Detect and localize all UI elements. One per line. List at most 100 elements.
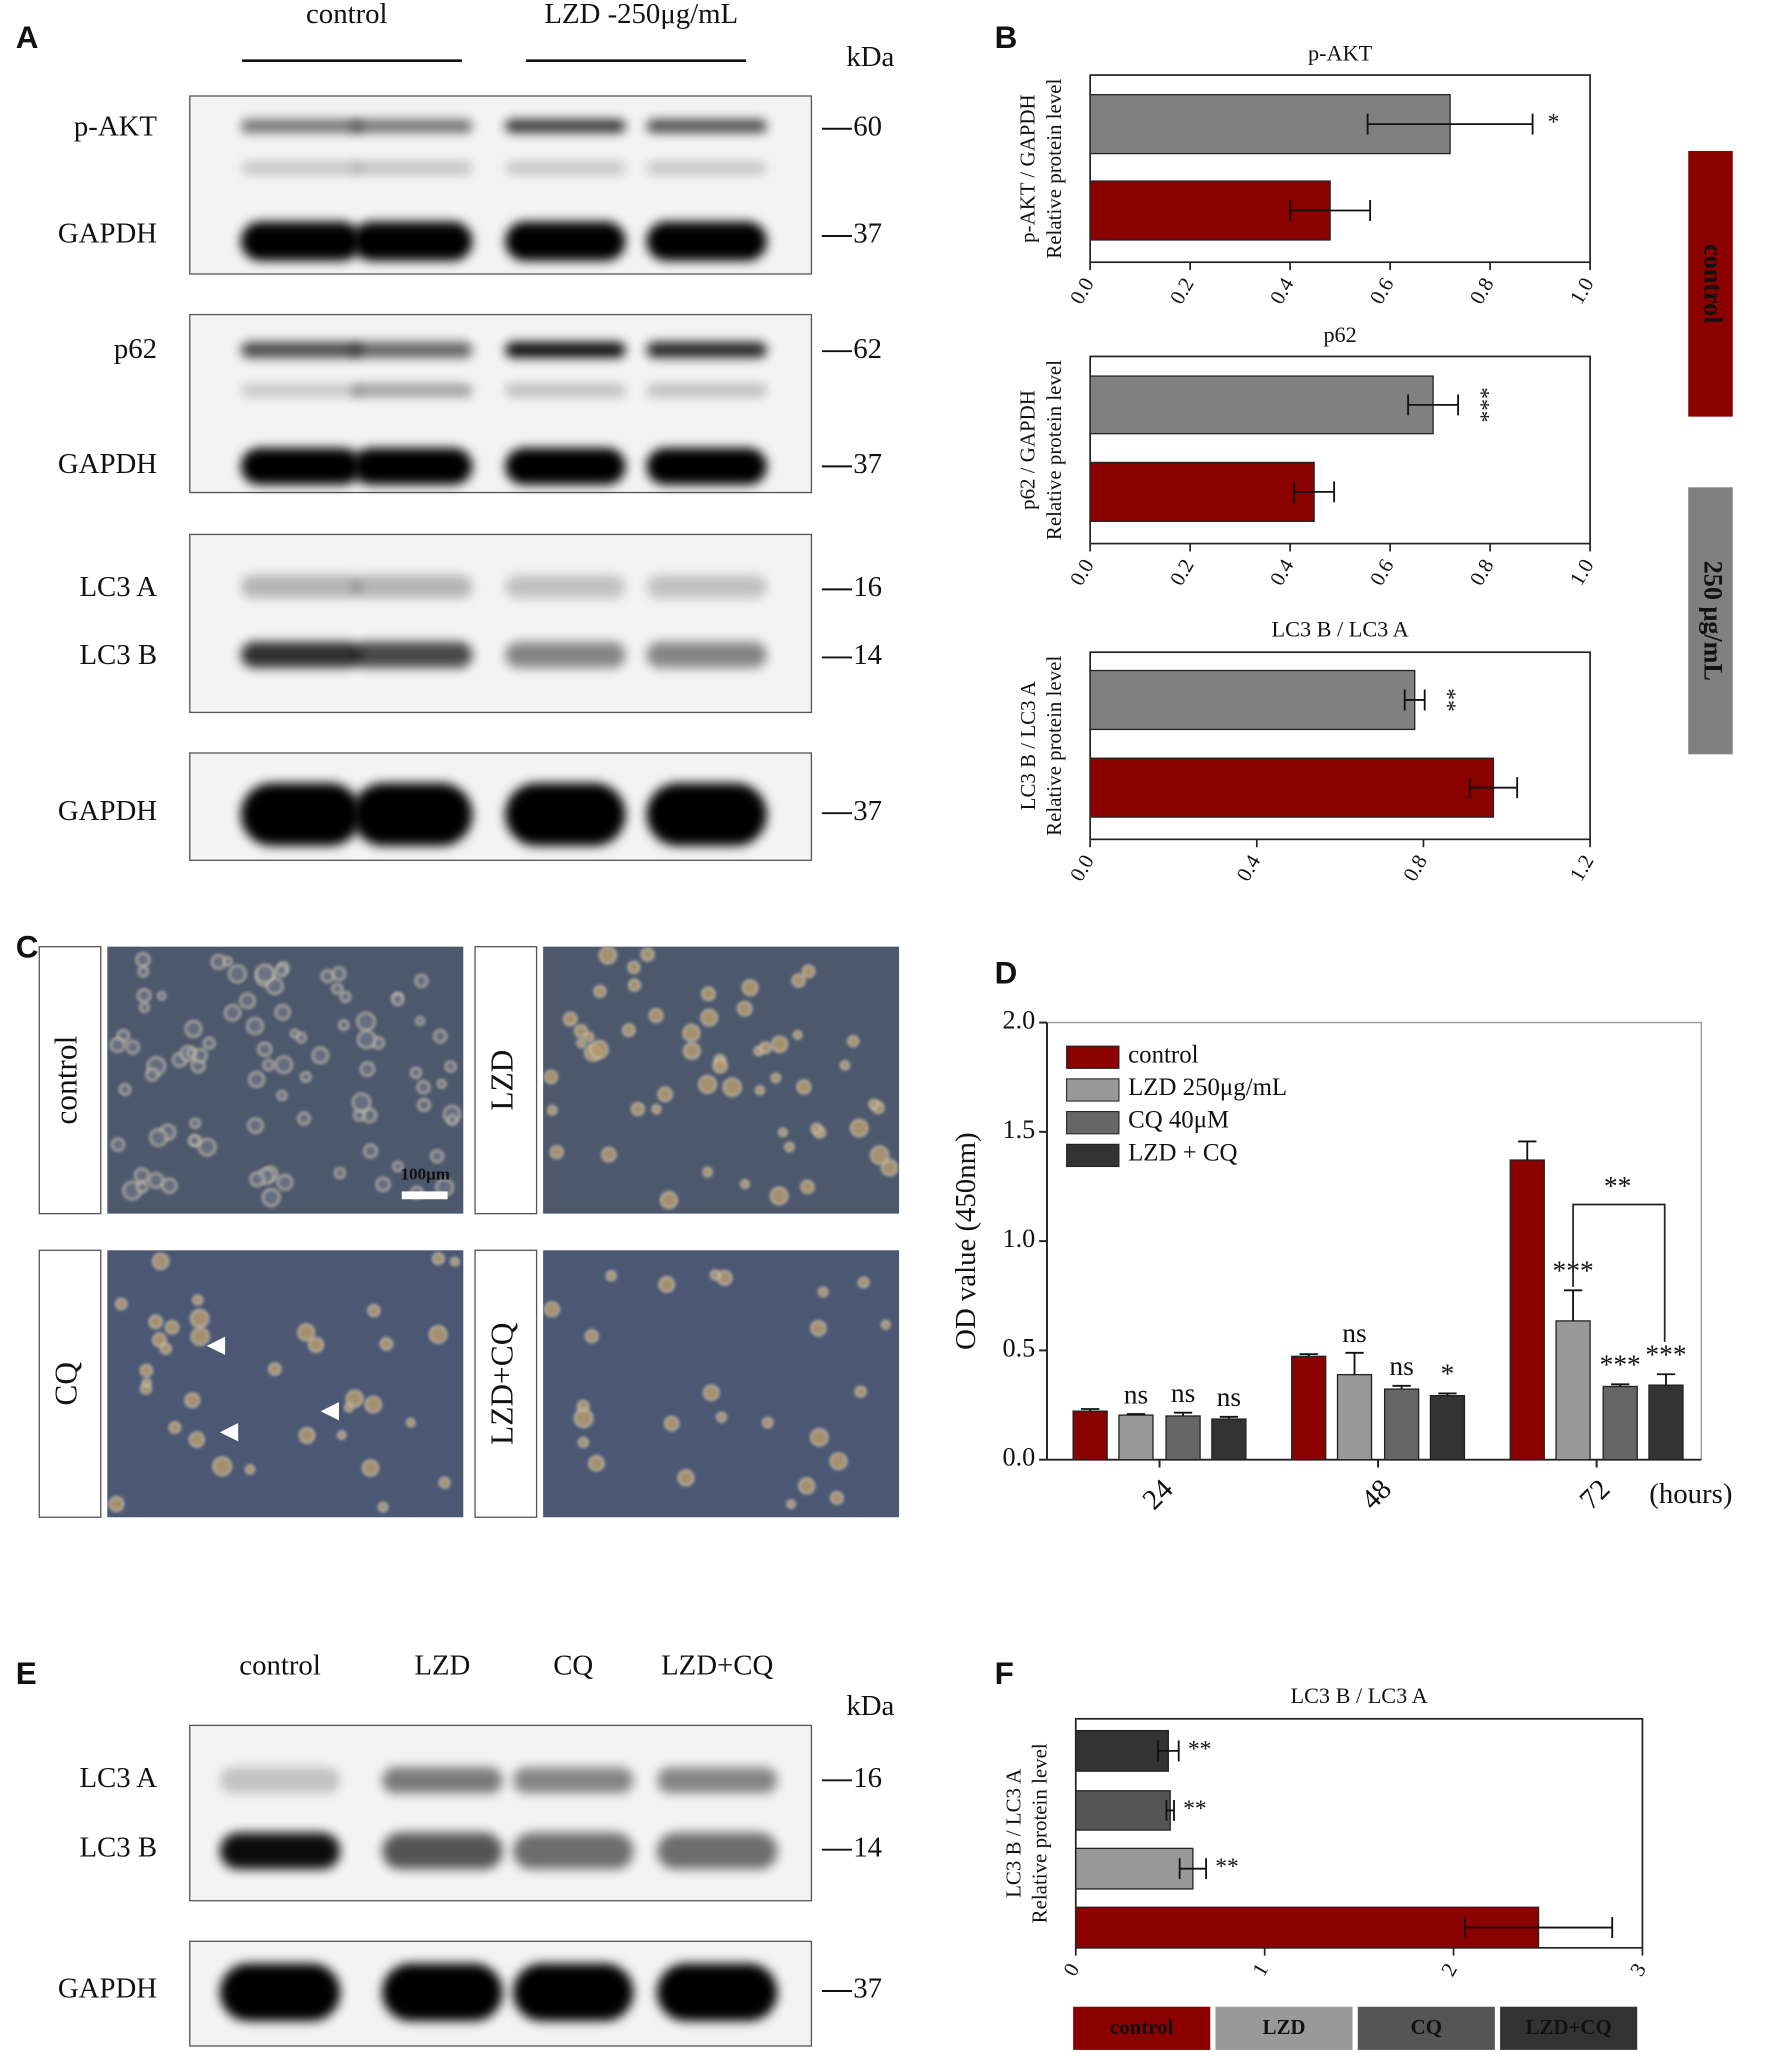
cell [701,986,716,1002]
arrowhead [206,1336,226,1355]
cell [406,1417,416,1428]
y-tick-label: 1.0 [1002,1224,1035,1253]
x-tick-label: 0.6 [1365,273,1399,308]
bar [1429,1394,1466,1461]
bar [1555,1320,1591,1461]
protein-label: GAPDH [58,218,157,250]
cell [849,1118,869,1138]
cell [331,982,344,995]
cell [108,1496,125,1512]
blot-band [646,448,767,485]
cell [801,964,816,979]
x-tick-label: 0.2 [1165,273,1199,308]
cell [297,1111,311,1126]
legend-swatch [1066,1143,1120,1168]
cell [222,956,233,967]
lane-label: CQ [553,1649,593,1681]
bar [1118,1414,1154,1461]
cell [868,1098,880,1110]
x-axis-label: (hours) [1649,1478,1732,1510]
cell [159,1342,172,1355]
y-axis-label: Relative protein level [1028,1743,1052,1923]
bar [1089,669,1416,731]
arrowhead [219,1423,239,1442]
cell [168,1421,182,1434]
blot-band [240,448,362,485]
blot-band [505,342,626,358]
arrowhead [320,1402,339,1421]
cell [830,1491,844,1505]
cell [125,1040,140,1055]
cell [248,1071,266,1088]
cell [356,1029,377,1049]
western-blot [189,1724,813,2047]
protein-label: p-AKT [74,110,158,142]
blot-band [240,161,362,175]
cell [336,1430,347,1440]
y-tick-label: 0.0 [1002,1443,1035,1472]
lane-label: LZD+CQ [661,1649,773,1681]
cell [722,1077,742,1097]
label-box [474,1249,538,1518]
plot-frame [1089,355,1591,545]
cell [147,1172,165,1189]
cell [115,1297,128,1311]
cell [703,1384,720,1401]
cell [367,1304,381,1318]
cell [410,1066,422,1079]
x-tick-label: 0.8 [1398,851,1432,886]
legend-swatch [1500,2006,1638,2050]
cell [274,1004,291,1021]
cell [574,1024,588,1039]
cell [391,992,405,1006]
plot-frame [1046,1021,1702,1460]
cell [791,973,806,988]
cell [682,1024,701,1043]
cell [351,1092,372,1113]
cell [212,1456,233,1477]
legend-label: control [1110,2015,1174,2039]
cell [798,1477,816,1495]
cell [363,1143,378,1159]
cell [202,1036,216,1050]
cell [740,1179,750,1189]
blot-band [240,342,362,358]
micrograph [474,1249,900,1518]
cell [839,1060,851,1071]
legend-label: LZD 250μg/mL [1128,1074,1287,1101]
cell [197,1137,217,1157]
cell [810,1428,829,1447]
cell [338,1019,350,1031]
cell [657,1086,673,1103]
y-axis-label: p62 / GAPDH [1016,390,1040,510]
x-tick-label: 0.4 [1265,554,1299,589]
kda-value: 37 [853,795,882,827]
cell [361,1459,380,1477]
cell [134,1167,150,1184]
legend-swatch [1073,2006,1211,2050]
x-tick-label: 72 [1573,1473,1616,1516]
blot-band [352,383,473,398]
condition-label: LZD+CQ [484,1322,519,1445]
cell [549,1145,564,1160]
lane-group-label: LZD -250μg/mL [544,0,738,30]
cell [156,991,167,1001]
significance-bracket [1572,1203,1666,1342]
cell [759,1041,772,1054]
legend-label: CQ [1411,2015,1442,2039]
cell [333,1167,346,1179]
panel-label: C [16,930,39,965]
cell [605,1270,617,1282]
protein-label: p62 [114,333,157,365]
cell [430,1149,444,1164]
blot-band [646,161,767,175]
cell [810,1320,827,1337]
blot-band [352,783,473,846]
cell [145,1067,160,1082]
cell [658,1276,675,1293]
cell [261,1188,281,1207]
y-axis-label: Relative protein level [1042,78,1066,258]
cell [331,966,347,982]
panel-label: D [995,956,1018,991]
